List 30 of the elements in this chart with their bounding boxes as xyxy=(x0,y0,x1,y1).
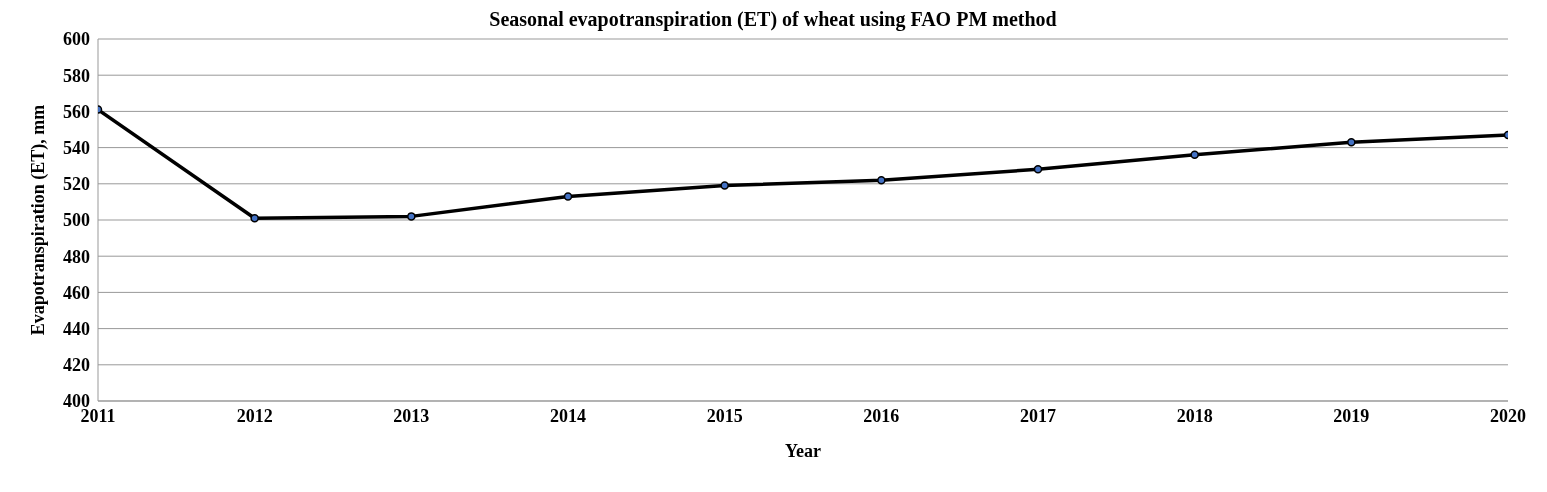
x-tick-label: 2018 xyxy=(1176,405,1213,426)
x-tick-label: 2015 xyxy=(706,405,743,426)
y-tick-label: 420 xyxy=(63,355,90,376)
point xyxy=(563,192,573,201)
x-tick-label: 2016 xyxy=(863,405,900,426)
x-tick-label: 2020 xyxy=(1490,405,1526,426)
x-tick-label: 2017 xyxy=(1020,405,1056,426)
y-tick-label: 460 xyxy=(63,282,90,303)
y-tick-label: 480 xyxy=(63,246,90,267)
y-tick-label: 540 xyxy=(63,137,90,158)
x-tick-label: 2019 xyxy=(1333,405,1370,426)
x-tick-label: 2013 xyxy=(393,405,430,426)
x-tick-label: 2014 xyxy=(550,405,586,426)
y-tick-label: 560 xyxy=(63,101,90,122)
y-tick-label: 500 xyxy=(63,210,90,231)
point xyxy=(250,213,259,223)
point xyxy=(877,175,886,185)
point xyxy=(1033,165,1043,174)
x-tick-label: 2012 xyxy=(236,405,273,426)
y-tick-label: 580 xyxy=(63,65,90,86)
x-axis-title: Year xyxy=(785,441,821,461)
point xyxy=(720,181,729,190)
point xyxy=(1190,150,1199,160)
point xyxy=(407,212,416,221)
y-tick-label: 520 xyxy=(63,174,90,195)
y-axis-title: Evapotranspiration (ET), mm xyxy=(28,104,50,336)
chart-title: Seasonal evapotranspiration (ET) of wheat using FAO PM method xyxy=(488,8,1058,31)
y-tick-label: 600 xyxy=(63,29,90,50)
point xyxy=(1347,137,1356,147)
y-tick-label: 440 xyxy=(63,318,90,339)
